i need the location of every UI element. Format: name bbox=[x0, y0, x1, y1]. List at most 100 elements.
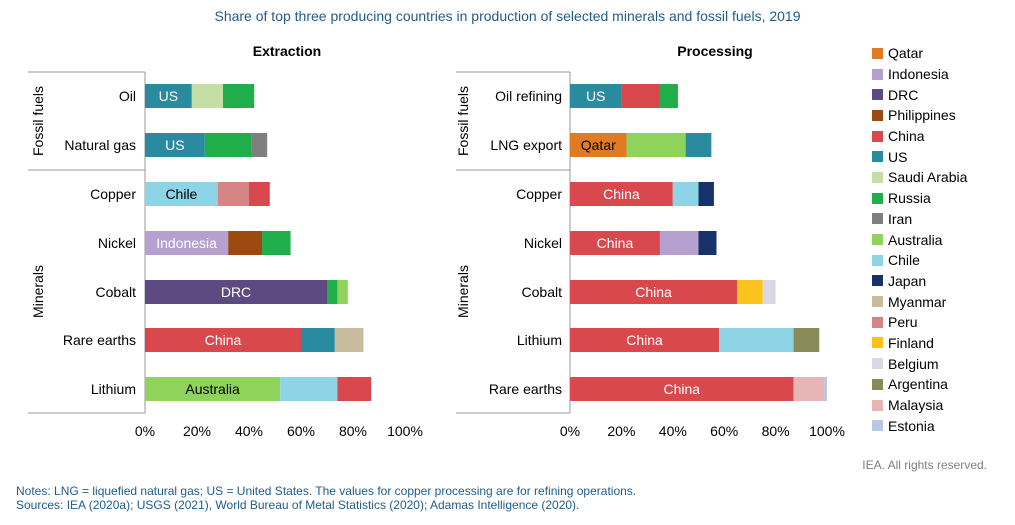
bar-segment bbox=[251, 133, 268, 157]
credit-text: IEA. All rights reserved. bbox=[862, 458, 987, 472]
bar-segment bbox=[570, 328, 720, 352]
group-label: Fossil fuels bbox=[455, 86, 471, 156]
bar-segment bbox=[824, 377, 827, 401]
x-tick-label: 60% bbox=[710, 423, 738, 439]
legend-swatch bbox=[872, 378, 883, 390]
bar-segment bbox=[223, 84, 255, 108]
x-tick-label: 80% bbox=[339, 423, 367, 439]
bar-segment bbox=[570, 280, 738, 304]
bar-segment bbox=[570, 377, 794, 401]
bar-segment bbox=[659, 231, 699, 255]
legend-swatch bbox=[872, 316, 883, 328]
legend: Qatar Indonesia DRC Philippines China US Saudi… bbox=[872, 43, 967, 436]
bar-segment bbox=[570, 182, 673, 206]
legend-swatch bbox=[872, 420, 883, 432]
bar-segment bbox=[626, 133, 686, 157]
bar-segment bbox=[204, 133, 252, 157]
group-label: Minerals bbox=[30, 265, 46, 318]
legend-item: Belgium bbox=[872, 353, 967, 374]
legend-swatch bbox=[872, 234, 883, 246]
x-tick-label: 20% bbox=[607, 423, 635, 439]
x-tick-label: 100% bbox=[809, 423, 845, 439]
legend-label: Philippines bbox=[888, 107, 956, 124]
legend-label: DRC bbox=[888, 86, 919, 103]
legend-item: China bbox=[872, 126, 967, 147]
group-label: Minerals bbox=[455, 265, 471, 318]
bar-segment bbox=[621, 84, 660, 108]
bar-segment bbox=[793, 328, 820, 352]
category-label: Oil refining bbox=[495, 88, 562, 104]
x-tick-label: 20% bbox=[183, 423, 211, 439]
bar-segment bbox=[301, 328, 335, 352]
bar-segment bbox=[698, 231, 717, 255]
category-label: Copper bbox=[90, 186, 136, 202]
legend-item: DRC bbox=[872, 84, 967, 105]
legend-item: Chile bbox=[872, 250, 967, 271]
legend-label: Chile bbox=[888, 252, 920, 269]
legend-label: Belgium bbox=[888, 355, 939, 372]
bar-segment bbox=[685, 133, 712, 157]
category-label: Lithium bbox=[517, 332, 562, 348]
bar-segment bbox=[659, 84, 678, 108]
data-label: US bbox=[165, 137, 184, 153]
bar-segment bbox=[698, 182, 714, 206]
data-label: DRC bbox=[221, 284, 251, 300]
data-label: China bbox=[626, 332, 663, 348]
legend-swatch bbox=[872, 130, 883, 142]
bar-segment bbox=[145, 280, 327, 304]
bar-segment bbox=[334, 328, 364, 352]
bar-segment bbox=[280, 377, 338, 401]
bar-segment bbox=[145, 182, 218, 206]
panel-title: Processing bbox=[677, 43, 752, 59]
legend-label: Australia bbox=[888, 231, 943, 248]
legend-swatch bbox=[872, 275, 883, 287]
bar-segment bbox=[145, 84, 192, 108]
category-label: Oil bbox=[119, 88, 136, 104]
legend-label: Estonia bbox=[888, 417, 935, 434]
x-tick-label: 100% bbox=[387, 423, 423, 439]
bar-segment bbox=[762, 280, 776, 304]
notes-block: Notes: LNG = liquefied natural gas; US =… bbox=[16, 484, 636, 512]
legend-item: Philippines bbox=[872, 105, 967, 126]
bar-segment bbox=[145, 377, 281, 401]
legend-label: Indonesia bbox=[888, 66, 949, 83]
legend-item: Myanmar bbox=[872, 291, 967, 312]
bar-segment bbox=[145, 133, 205, 157]
x-tick-label: 80% bbox=[762, 423, 790, 439]
bar-segment bbox=[145, 231, 229, 255]
legend-label: Iran bbox=[888, 210, 913, 227]
legend-label: US bbox=[888, 148, 908, 165]
data-label: China bbox=[635, 284, 672, 300]
x-tick-label: 0% bbox=[135, 423, 155, 439]
legend-swatch bbox=[872, 254, 883, 266]
x-tick-label: 40% bbox=[659, 423, 687, 439]
data-label: China bbox=[597, 235, 634, 251]
legend-item: Estonia bbox=[872, 415, 967, 436]
legend-item: Argentina bbox=[872, 374, 967, 395]
panel-title: Extraction bbox=[253, 43, 321, 59]
legend-swatch bbox=[872, 89, 883, 101]
legend-item: Malaysia bbox=[872, 395, 967, 416]
bar-segment bbox=[672, 182, 699, 206]
legend-swatch bbox=[872, 68, 883, 80]
bar-segment bbox=[570, 231, 660, 255]
legend-swatch bbox=[872, 213, 883, 225]
legend-swatch bbox=[872, 171, 883, 183]
legend-item: Indonesia bbox=[872, 64, 967, 85]
category-label: Lithium bbox=[91, 381, 136, 397]
data-label: China bbox=[663, 381, 700, 397]
legend-item: Russia bbox=[872, 188, 967, 209]
legend-swatch bbox=[872, 47, 883, 59]
x-tick-label: 0% bbox=[560, 423, 580, 439]
data-label: US bbox=[159, 88, 178, 104]
category-label: Cobalt bbox=[96, 284, 137, 300]
category-label: Copper bbox=[516, 186, 562, 202]
bar-segment bbox=[570, 133, 627, 157]
legend-item: Iran bbox=[872, 209, 967, 230]
bar-segment bbox=[262, 231, 291, 255]
legend-item: Saudi Arabia bbox=[872, 167, 967, 188]
legend-swatch bbox=[872, 151, 883, 163]
legend-label: Myanmar bbox=[888, 293, 947, 310]
category-label: Rare earths bbox=[489, 381, 562, 397]
bar-segment bbox=[327, 280, 338, 304]
